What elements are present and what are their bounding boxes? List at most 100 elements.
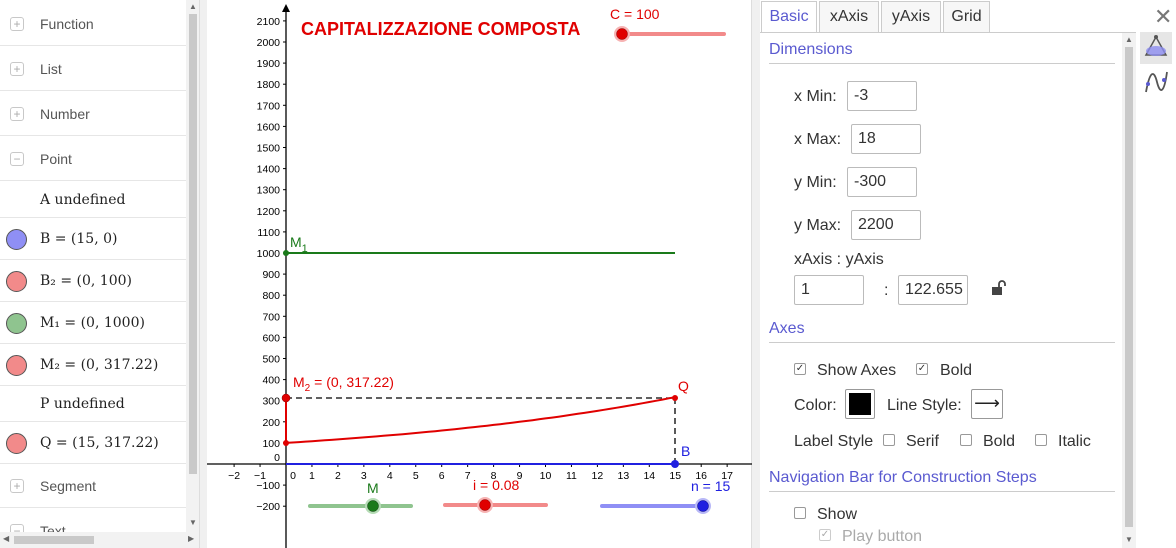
slider-n-label: n = 15 xyxy=(691,478,731,494)
slider-n[interactable]: n = 15 xyxy=(600,478,731,514)
algebra-item[interactable]: B₂ = (0, 100) xyxy=(0,260,186,302)
expand-icon[interactable]: + xyxy=(10,17,24,31)
xmin-input[interactable]: -3 xyxy=(847,81,917,111)
compound-curve[interactable] xyxy=(285,396,676,444)
algebra-category-list[interactable]: + List xyxy=(0,47,186,91)
close-icon[interactable]: ✕ xyxy=(1154,4,1173,29)
y-tick-label: 1300 xyxy=(257,185,281,197)
ratio-y-input[interactable]: 122.655 xyxy=(898,275,968,305)
y-tick-label: 400 xyxy=(262,375,280,387)
ymin-input[interactable]: -300 xyxy=(847,167,917,197)
y-tick-label: −100 xyxy=(256,480,280,492)
algebra-horizontal-scrollbar[interactable]: ◀ ▶ xyxy=(0,532,199,548)
y-tick-label: 1600 xyxy=(257,121,281,133)
italic-checkbox[interactable] xyxy=(1035,434,1047,446)
algebra-hscroll-thumb[interactable] xyxy=(14,536,94,544)
graphics-title[interactable]: CAPITALIZZAZIONE COMPOSTA xyxy=(301,19,580,39)
graphics2-properties-button[interactable] xyxy=(1140,66,1172,98)
properties-view: Basic xAxis yAxis Grid ✕ ▲ xyxy=(760,0,1176,548)
view-divider-right[interactable] xyxy=(752,0,760,548)
bold-label-checkbox[interactable] xyxy=(960,434,972,446)
bold-axes-checkbox[interactable]: ✓ xyxy=(916,363,928,375)
y-tick-label: −200 xyxy=(256,501,280,513)
algebra-item-text: Q = (15, 317.22) xyxy=(40,434,159,451)
scroll-left-icon[interactable]: ◀ xyxy=(3,534,10,543)
visibility-toggle-icon[interactable] xyxy=(6,432,27,454)
algebra-item[interactable]: P undefined xyxy=(0,386,186,422)
line-style-button[interactable]: ⟶ xyxy=(971,389,1003,419)
xmin-label: x Min: xyxy=(794,88,837,105)
ratio-x-input[interactable]: 1 xyxy=(794,275,864,305)
graphics-view[interactable]: −200 −100 0 100 200 300 400 500 600 700 800 900 1000… xyxy=(207,0,752,548)
category-label: Point xyxy=(40,151,72,167)
line-style-label: Line Style: xyxy=(887,397,962,414)
slider-c[interactable]: C = 100 xyxy=(610,6,726,42)
y-axis-ticks: −200 −100 0 100 200 300 400 500 600 700 800 900 1000… xyxy=(256,16,286,513)
slider-i[interactable]: i = 0.08 xyxy=(443,477,548,513)
algebra-item[interactable]: Q = (15, 317.22) xyxy=(0,422,186,464)
serif-checkbox[interactable] xyxy=(883,434,895,446)
visibility-toggle-icon[interactable] xyxy=(6,354,27,376)
algebra-category-segment[interactable]: + Segment xyxy=(0,464,186,508)
tab-yaxis[interactable]: yAxis xyxy=(881,1,941,32)
algebra-item[interactable]: B = (15, 0) xyxy=(0,218,186,260)
graphics-properties-button[interactable] xyxy=(1140,32,1172,64)
expand-icon[interactable]: + xyxy=(10,62,24,76)
algebra-category-function[interactable]: + Function xyxy=(0,2,186,46)
algebra-category-number[interactable]: + Number xyxy=(0,92,186,136)
category-label: Number xyxy=(40,106,90,122)
expand-icon[interactable]: + xyxy=(10,107,24,121)
serif-label: Serif xyxy=(906,433,939,450)
show-axes-checkbox[interactable]: ✓ xyxy=(794,363,806,375)
section-divider xyxy=(769,63,1115,64)
color-label: Color: xyxy=(794,397,837,414)
scroll-right-icon[interactable]: ▶ xyxy=(188,534,195,543)
slider-c-handle[interactable] xyxy=(616,28,628,40)
properties-scrollbar[interactable]: ▲ ▼ xyxy=(1122,33,1136,548)
show-navbar-checkbox[interactable] xyxy=(794,507,806,519)
curve-icon xyxy=(1145,71,1168,93)
slider-m-handle[interactable] xyxy=(367,500,379,512)
y-tick-label: 1800 xyxy=(257,79,281,91)
ymax-input[interactable]: 2200 xyxy=(851,210,921,240)
visibility-toggle-icon[interactable] xyxy=(6,270,27,292)
xmax-input[interactable]: 18 xyxy=(851,124,921,154)
y-tick-label: 1400 xyxy=(257,164,281,176)
scroll-down-icon[interactable]: ▼ xyxy=(189,518,197,527)
algebra-category-point[interactable]: − Point xyxy=(0,137,186,181)
algebra-vertical-scrollbar[interactable]: ▲ ▼ xyxy=(186,0,199,532)
point-b2[interactable] xyxy=(283,440,289,446)
scroll-up-icon[interactable]: ▲ xyxy=(189,2,197,11)
point-b[interactable] xyxy=(671,460,679,468)
tab-grid[interactable]: Grid xyxy=(943,1,990,32)
scroll-down-icon[interactable]: ▼ xyxy=(1125,535,1133,544)
visibility-toggle-icon[interactable] xyxy=(6,228,27,250)
point-m1[interactable] xyxy=(283,250,289,256)
tab-basic[interactable]: Basic xyxy=(761,1,817,33)
slider-n-handle[interactable] xyxy=(697,500,709,512)
algebra-item[interactable]: M₁ = (0, 1000) xyxy=(0,302,186,344)
x-tick-label: −2 xyxy=(228,470,240,482)
view-divider[interactable] xyxy=(200,0,207,548)
algebra-item[interactable]: M₂ = (0, 317.22) xyxy=(0,344,186,386)
unlock-icon[interactable] xyxy=(990,279,1008,297)
point-q[interactable] xyxy=(672,395,678,401)
axis-color-button[interactable] xyxy=(845,389,875,419)
collapse-icon[interactable]: − xyxy=(10,152,24,166)
category-label: Function xyxy=(40,16,94,32)
visibility-toggle-icon[interactable] xyxy=(6,312,27,334)
algebra-vscroll-thumb[interactable] xyxy=(189,14,197,474)
point-m2[interactable] xyxy=(281,393,291,403)
properties-scroll-thumb[interactable] xyxy=(1125,47,1133,527)
slider-i-handle[interactable] xyxy=(479,499,491,511)
algebra-item[interactable]: A undefined xyxy=(0,182,186,218)
graphics-canvas[interactable]: −200−10001002003004005006007008009001000… xyxy=(207,0,752,548)
play-button-checkbox[interactable]: ✓ xyxy=(819,529,831,541)
label-m1: M1 xyxy=(290,234,308,255)
x-tick-label: 3 xyxy=(361,470,367,482)
expand-icon[interactable]: + xyxy=(10,479,24,493)
scroll-up-icon[interactable]: ▲ xyxy=(1125,35,1133,44)
slider-m[interactable]: M xyxy=(308,480,413,514)
tab-xaxis[interactable]: xAxis xyxy=(819,1,879,32)
